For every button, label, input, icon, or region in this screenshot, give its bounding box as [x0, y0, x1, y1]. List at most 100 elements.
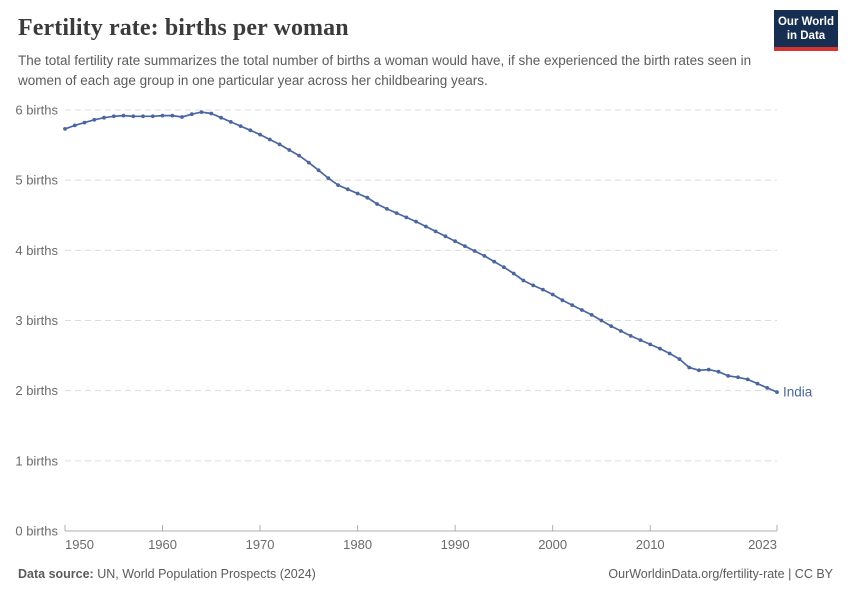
data-point [385, 207, 389, 211]
y-tick-label: 6 births [15, 103, 58, 118]
data-point [550, 292, 555, 297]
data-point [424, 224, 428, 229]
chart-area: 0 births 1 births 2 births 3 births 4 births… [0, 95, 850, 570]
india-series-line [64, 111, 778, 393]
data-point [72, 123, 77, 128]
data-point [277, 142, 282, 147]
data-point [667, 351, 672, 356]
x-axis: 1950 1960 1970 1980 1990 2000 2010 2023 [64, 525, 778, 552]
data-point [414, 219, 418, 224]
owid-logo-accent-bar [774, 47, 838, 51]
data-point [258, 132, 262, 137]
data-point [63, 127, 67, 131]
data-point [658, 346, 662, 351]
y-tick-label: 5 births [15, 173, 58, 188]
data-point [160, 113, 165, 118]
data-source-label: Data source: [18, 567, 94, 581]
owid-logo[interactable]: Our World in Data [774, 10, 838, 51]
data-point [287, 148, 292, 152]
data-point [209, 111, 214, 116]
data-point [111, 114, 116, 119]
x-tick-label: 2023 [748, 537, 777, 552]
data-point [560, 298, 565, 303]
x-tick-label: 2000 [538, 537, 567, 552]
data-point [365, 195, 370, 200]
data-point [687, 365, 692, 370]
data-point [775, 390, 779, 394]
data-point [628, 334, 633, 338]
chart-footer: Data source: UN, World Population Prospe… [0, 567, 850, 581]
data-point [306, 160, 311, 165]
data-point [697, 368, 701, 373]
data-point [580, 308, 584, 312]
data-source-note: Data source: UN, World Population Prospe… [18, 567, 316, 581]
fertility-line-chart: 0 births 1 births 2 births 3 births 4 births… [15, 103, 813, 553]
data-point [589, 313, 594, 317]
data-point [92, 117, 97, 122]
x-tick-label: 1990 [441, 537, 470, 552]
y-axis-labels: 0 births 1 births 2 births 3 births 4 births… [15, 103, 58, 539]
y-tick-label: 1 births [15, 453, 58, 468]
x-tick-label: 1980 [343, 537, 372, 552]
data-point [219, 115, 224, 120]
entity-label-india: India [783, 385, 813, 400]
y-tick-label: 3 births [15, 313, 58, 328]
data-point [745, 377, 750, 382]
data-point [394, 211, 399, 215]
data-point [102, 115, 106, 120]
data-point [404, 215, 409, 220]
data-point [482, 254, 487, 258]
data-point [765, 386, 770, 390]
gridlines [65, 109, 777, 462]
data-source-text: UN, World Population Prospects (2024) [93, 567, 316, 581]
data-point [316, 168, 321, 173]
x-tick-label: 1950 [65, 537, 94, 552]
x-tick-label: 1960 [148, 537, 177, 552]
data-point [472, 249, 477, 253]
data-point [677, 357, 682, 361]
data-point [375, 202, 379, 206]
y-tick-label: 0 births [15, 524, 58, 539]
data-point [150, 114, 155, 119]
data-point [189, 112, 194, 117]
data-point [238, 124, 243, 128]
data-point [433, 229, 438, 234]
data-point [755, 381, 760, 386]
data-point [706, 367, 711, 372]
data-point [199, 110, 204, 114]
owid-logo-box: Our World in Data [774, 10, 838, 47]
chart-subtitle: The total fertility rate summarizes the … [18, 52, 752, 89]
data-point [521, 278, 526, 283]
owid-logo-line2: in Data [786, 30, 826, 42]
data-point [336, 183, 340, 187]
data-point [716, 369, 721, 374]
india-series-markers [63, 110, 779, 394]
owid-url-license-link[interactable]: OurWorldinData.org/fertility-rate | CC B… [608, 567, 833, 581]
data-point [180, 115, 184, 119]
data-point [326, 176, 331, 180]
data-point [570, 303, 575, 307]
data-point [511, 271, 516, 276]
data-point [121, 113, 126, 118]
page-title: Fertility rate: births per woman [18, 15, 349, 41]
data-point [638, 338, 643, 342]
y-tick-label: 4 births [15, 243, 58, 258]
data-point [609, 324, 614, 328]
data-point [248, 128, 253, 133]
data-point [619, 329, 623, 333]
y-tick-label: 2 births [15, 383, 58, 398]
data-point [599, 318, 604, 323]
data-point [492, 259, 497, 264]
data-point [82, 120, 87, 125]
data-point [541, 287, 545, 292]
data-point [345, 187, 350, 192]
data-point [267, 137, 272, 142]
data-point [297, 153, 301, 158]
data-point [141, 114, 145, 119]
data-point [131, 114, 136, 119]
data-point [726, 374, 731, 378]
data-point [531, 283, 536, 288]
data-point [736, 375, 740, 380]
data-point [463, 244, 467, 249]
x-tick-label: 2010 [636, 537, 665, 552]
